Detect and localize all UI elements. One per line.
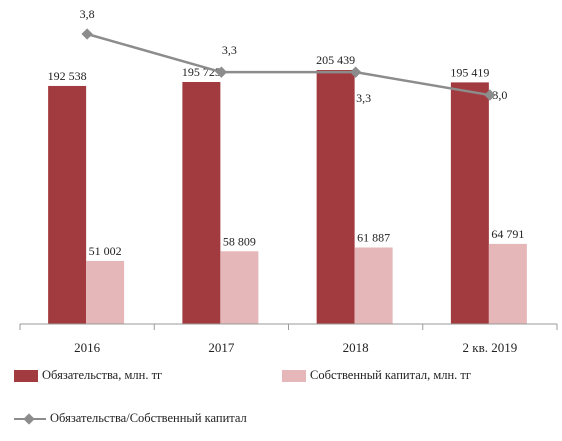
ratio-marker-0 (81, 28, 93, 40)
equity-value-label-0: 51 002 (89, 244, 122, 258)
legend-swatch-equity (282, 369, 306, 382)
liabilities-value-label-2: 205 439 (316, 53, 355, 67)
x-axis-label-3: 2 кв. 2019 (463, 340, 518, 355)
liabilities-bar-1 (182, 82, 221, 324)
liabilities-value-label-0: 192 538 (48, 69, 87, 83)
legend-label-ratio: Обязательства/Собственный капитал (50, 411, 247, 425)
legend-swatch-ratio (14, 412, 46, 425)
legend-item-equity: Собственный капитал, млн. тг (282, 368, 471, 383)
x-axis-label-0: 2016 (74, 340, 101, 355)
x-axis-label-1: 2017 (208, 340, 235, 355)
equity-bar-1 (220, 251, 259, 324)
equity-bar-3 (488, 243, 527, 324)
legend-item-liabilities: Обязательства, млн. тг (14, 368, 162, 383)
equity-bar-0 (86, 260, 125, 324)
ratio-value-label-2: 3,3 (356, 91, 371, 105)
legend-label-liabilities: Обязательства, млн. тг (42, 368, 163, 382)
x-axis-label-2: 2018 (343, 340, 369, 355)
legend-swatch-liabilities (14, 369, 38, 382)
liabilities-bar-2 (316, 70, 355, 324)
legend-item-ratio: Обязательства/Собственный капитал (14, 411, 247, 426)
liabilities-bar-3 (450, 82, 489, 325)
ratio-line (86, 32, 491, 97)
equity-value-label-3: 64 791 (491, 227, 524, 241)
legend-label-equity: Собственный капитал, млн. тг (310, 368, 472, 382)
equity-value-label-2: 61 887 (357, 230, 390, 244)
ratio-value-label-3: 3,0 (492, 88, 507, 102)
equity-bar-2 (354, 247, 393, 324)
ratio-value-label-0: 3,8 (80, 7, 95, 21)
liabilities-value-label-3: 195 419 (450, 65, 489, 79)
ratio-value-label-1: 3,3 (222, 43, 237, 57)
liabilities-bar-0 (48, 85, 87, 324)
equity-value-label-1: 58 809 (223, 234, 256, 248)
